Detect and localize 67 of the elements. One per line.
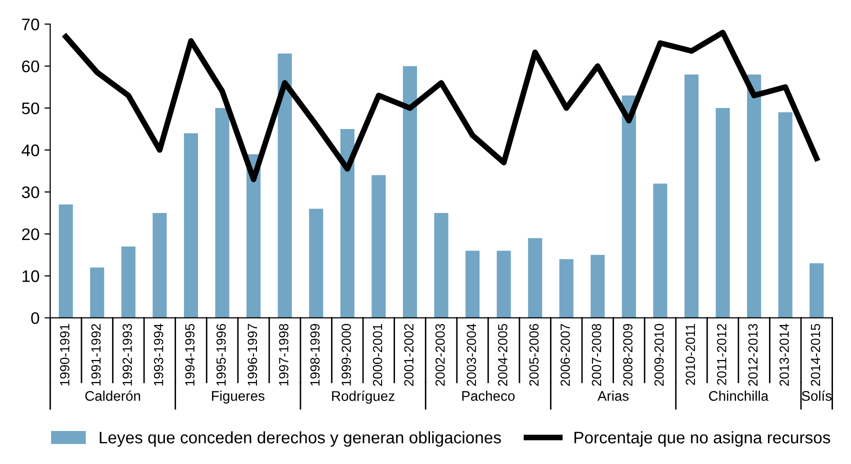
- x-tick-label: 2010-2011: [686, 324, 696, 385]
- x-tick-label: 1990-1991: [60, 324, 70, 386]
- legend-label: Porcentaje que no asigna recursos: [574, 431, 830, 447]
- bar: [778, 112, 792, 318]
- x-tick-label: 1996-1997: [248, 324, 258, 386]
- x-tick-label: 2000-2001: [372, 324, 382, 386]
- y-tick-label: 10: [22, 270, 40, 282]
- bar: [215, 108, 230, 318]
- text: Chinchilla: [709, 390, 769, 401]
- bar: [559, 259, 574, 318]
- x-tick-label: 1995-1996: [216, 324, 226, 386]
- x-tick-label: 1999-2000: [342, 324, 351, 386]
- x-tick-label: 1991-1992: [91, 324, 101, 386]
- x-tick-label: 1993-1994: [154, 324, 164, 386]
- x-tick-label: 2006-2007: [560, 324, 570, 386]
- bar: [653, 184, 668, 318]
- bar: [372, 175, 386, 318]
- y-tick-label: 60: [22, 60, 40, 72]
- x-tick-label: 2008-2009: [623, 324, 632, 386]
- y-tick-label: 20: [22, 228, 40, 240]
- text: Pacheco: [462, 390, 515, 401]
- bar: [278, 54, 292, 318]
- x-tick-label: 2001-2002: [404, 324, 414, 386]
- text: Arias: [598, 390, 629, 401]
- bar: [747, 74, 762, 318]
- x-tick-label: 2009-2010: [654, 324, 664, 386]
- text: Rodríguez: [332, 390, 394, 404]
- x-tick-label: 1994-1995: [185, 324, 195, 386]
- y-tick-label: 40: [22, 144, 40, 156]
- y-tick-label: 70: [22, 18, 40, 30]
- y-tick-label: 0: [31, 312, 40, 324]
- y-tick-label: 30: [22, 186, 40, 198]
- bar: [622, 95, 636, 318]
- x-tick-label: 1997-1998: [279, 324, 288, 386]
- text: Figueres: [212, 390, 264, 404]
- x-tick-label: 2002-2003: [435, 324, 445, 386]
- bar: [121, 246, 136, 318]
- x-tick-label: 2014-2015: [810, 324, 820, 386]
- bar: [590, 254, 605, 318]
- x-tick-label: 2003-2004: [466, 324, 476, 386]
- bar: [58, 204, 73, 318]
- text: Solís: [802, 390, 832, 401]
- bar: [465, 250, 480, 318]
- bar: [528, 238, 542, 318]
- bar: [716, 108, 730, 318]
- bar: [684, 74, 699, 318]
- bar: [309, 208, 324, 318]
- bar: [402, 66, 417, 318]
- text: Calderón: [85, 390, 140, 401]
- x-tick-label: 2011-2012: [716, 324, 726, 385]
- bar: [90, 267, 104, 318]
- x-tick-label: 2004-2005: [498, 324, 508, 386]
- x-tick-label: 2012-2013: [748, 324, 758, 386]
- x-tick-label: 2013-2014: [780, 324, 789, 386]
- x-tick-label: 1998-1999: [310, 324, 320, 386]
- bar: [246, 154, 261, 318]
- bar: [434, 212, 448, 318]
- bar: [152, 212, 167, 318]
- bar: [810, 263, 824, 318]
- bar: [184, 133, 198, 318]
- bar: [496, 250, 511, 318]
- legend-label: Leyes que conceden derechos y generan obligaciones: [100, 431, 501, 447]
- x-tick-label: 1992-1993: [122, 324, 132, 386]
- x-tick-label: 2005-2006: [529, 324, 539, 386]
- x-tick-label: 2007-2008: [592, 324, 602, 386]
- y-tick-label: 50: [22, 102, 40, 114]
- bar: [340, 129, 354, 318]
